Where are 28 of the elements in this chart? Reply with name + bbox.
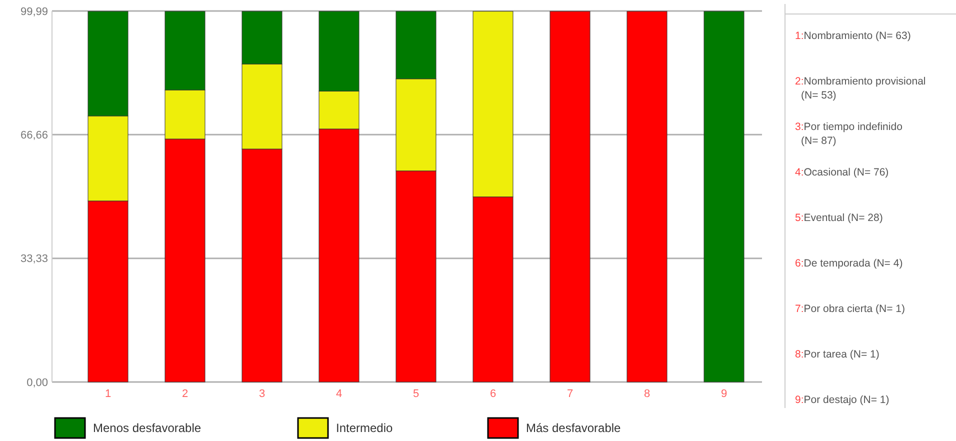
bar: [626, 11, 668, 382]
y-tick-label: 33,33: [20, 253, 48, 266]
legend-label: Intermedio: [336, 421, 394, 435]
x-tick-label: 8: [644, 388, 650, 400]
text: 3:Por tiempo indefinido (N= 87): [795, 121, 903, 147]
x-tick-label: 9: [720, 388, 728, 400]
text: 6:De temporada (N= 4): [795, 258, 903, 270]
text: 8:Por tarea (N= 1): [795, 348, 880, 360]
text: 2:Nombramiento provisional (N= 53): [795, 76, 926, 102]
x-tick-label: 6: [490, 388, 496, 400]
legend-label: Menos desfavorable: [93, 421, 202, 435]
text: 9:Por destajo (N= 1): [795, 394, 890, 406]
y-tick-label: 66,66: [20, 130, 48, 142]
text: 7:Por obra cierta (N= 1): [795, 303, 906, 315]
y-tick-label: 99,99: [20, 6, 48, 18]
text: 4:Ocasional (N= 76): [795, 166, 889, 178]
x-tick-label: 7: [566, 388, 574, 400]
legend-label: Más desfavorable: [526, 421, 622, 435]
x-tick-label: 3: [258, 388, 266, 400]
x-tick-label: 5: [412, 388, 420, 400]
x-tick-label: 4: [336, 388, 342, 400]
x-tick-label: 1: [104, 388, 112, 400]
text: 5:Eventual (N= 28): [795, 212, 883, 224]
x-tick-label: 2: [182, 388, 188, 400]
y-tick-label: 0,00: [26, 376, 48, 389]
bar: [550, 11, 590, 382]
bar: [704, 11, 744, 382]
text: 1:Nombramiento (N= 63): [795, 30, 911, 42]
